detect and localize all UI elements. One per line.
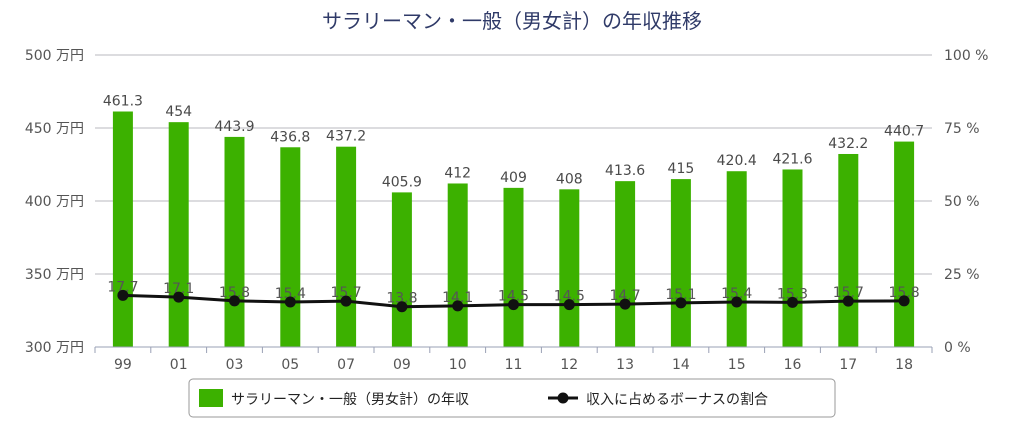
bar-value-label: 421.6 xyxy=(772,151,812,167)
bar xyxy=(838,153,859,347)
line-value-label: 15.7 xyxy=(833,285,864,301)
x-tick-label: 03 xyxy=(226,357,244,373)
x-tick-label: 18 xyxy=(895,357,913,373)
bar xyxy=(168,122,189,347)
line-point xyxy=(619,298,631,310)
bar xyxy=(336,146,357,347)
line-point xyxy=(229,295,240,307)
bar xyxy=(782,169,803,347)
y-left-tick-label: 450 万円 xyxy=(25,121,84,137)
line-point xyxy=(731,296,743,308)
bar-value-label: 437.2 xyxy=(326,129,366,145)
x-tick-label: 10 xyxy=(449,357,467,373)
legend-label-bar: サラリーマン・一般（男女計）の年収 xyxy=(231,391,469,408)
line-value-label: 17.1 xyxy=(163,281,194,297)
bar-value-label: 405.9 xyxy=(382,174,422,190)
bar-value-label: 461.3 xyxy=(103,94,143,110)
bar xyxy=(503,187,524,347)
legend-swatch-bar xyxy=(199,389,223,407)
x-tick-label: 16 xyxy=(784,357,802,373)
line-value-label: 14.7 xyxy=(610,288,641,304)
line-point xyxy=(284,296,296,308)
x-tick-label: 17 xyxy=(839,357,857,373)
y-right-tick-label: 75 % xyxy=(944,121,980,137)
line-point xyxy=(340,295,352,307)
legend-box xyxy=(188,378,836,418)
y-right-tick-label: 0 % xyxy=(944,340,971,356)
line-value-label: 15.4 xyxy=(721,286,752,302)
line-value-label: 14.5 xyxy=(498,289,529,305)
x-tick-label: 05 xyxy=(281,357,299,373)
x-tick-label: 07 xyxy=(337,357,355,373)
bar xyxy=(391,192,412,347)
line-point xyxy=(117,289,129,301)
line-value-label: 14.1 xyxy=(442,290,473,306)
bar-value-label: 413.6 xyxy=(605,163,645,179)
bar-value-label: 420.4 xyxy=(717,153,757,169)
bar xyxy=(894,141,915,347)
line-value-label: 17.7 xyxy=(107,279,138,295)
line-value-label: 14.5 xyxy=(554,289,585,305)
line-point xyxy=(396,301,408,313)
x-tick-label: 14 xyxy=(672,357,690,373)
bar-value-label: 440.7 xyxy=(884,124,924,140)
x-tick-label: 13 xyxy=(616,357,634,373)
legend-swatch-marker xyxy=(557,392,569,404)
y-right-tick-label: 100 % xyxy=(944,48,988,64)
x-tick-label: 15 xyxy=(728,357,746,373)
y-left-tick-label: 350 万円 xyxy=(25,267,84,283)
line-point xyxy=(173,291,185,303)
line-value-label: 15.8 xyxy=(889,285,920,301)
line-point xyxy=(787,296,798,308)
y-right-tick-label: 50 % xyxy=(944,194,980,210)
bar xyxy=(280,147,301,347)
bar-value-label: 454 xyxy=(165,104,192,120)
line-point xyxy=(508,299,519,311)
line-value-label: 15.8 xyxy=(219,285,250,301)
x-tick-label: 01 xyxy=(170,357,188,373)
bar xyxy=(726,171,747,347)
x-tick-label: 11 xyxy=(505,357,523,373)
bar xyxy=(112,111,133,347)
y-left-tick-label: 500 万円 xyxy=(25,48,84,64)
line-point xyxy=(898,295,910,307)
bar xyxy=(224,136,245,347)
bar-value-label: 415 xyxy=(668,161,695,177)
line-point xyxy=(842,295,854,307)
line-value-label: 13.8 xyxy=(386,291,417,307)
line-value-label: 15.4 xyxy=(275,286,306,302)
line-point xyxy=(675,297,687,309)
bar xyxy=(559,189,580,347)
bar xyxy=(670,179,691,347)
x-tick-label: 09 xyxy=(393,357,411,373)
line-value-label: 15.1 xyxy=(665,287,696,303)
line-point xyxy=(563,299,575,311)
chart-title: サラリーマン・一般（男女計）の年収推移 xyxy=(322,9,702,33)
x-tick-label: 99 xyxy=(114,357,132,373)
bar-value-label: 443.9 xyxy=(214,119,254,135)
legend-label-line: 収入に占めるボーナスの割合 xyxy=(586,391,768,408)
x-tick-label: 12 xyxy=(560,357,578,373)
bar-value-label: 408 xyxy=(556,171,583,187)
line-value-label: 15.3 xyxy=(777,286,808,302)
y-left-tick-label: 400 万円 xyxy=(25,194,84,210)
line-value-label: 15.7 xyxy=(331,285,362,301)
y-right-tick-label: 25 % xyxy=(944,267,980,283)
line-point xyxy=(452,300,464,312)
bar-value-label: 409 xyxy=(500,170,527,186)
bar-value-label: 432.2 xyxy=(828,136,868,152)
y-left-tick-label: 300 万円 xyxy=(25,340,84,356)
bar-value-label: 412 xyxy=(444,165,471,181)
bar xyxy=(447,183,468,347)
bar-value-label: 436.8 xyxy=(270,129,310,145)
bar xyxy=(615,181,636,347)
